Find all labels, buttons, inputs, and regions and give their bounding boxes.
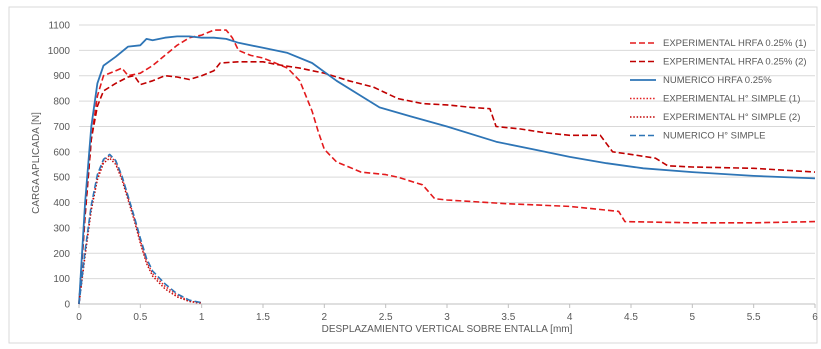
legend-label: EXPERIMENTAL H° SIMPLE (1): [663, 94, 800, 105]
y-tick-label: 200: [53, 249, 70, 260]
legend-label: NUMERICO HRFA 0.25%: [663, 75, 772, 86]
y-tick-label: 500: [53, 173, 70, 184]
x-tick-label: 1.5: [256, 312, 270, 323]
y-tick-label: 400: [53, 198, 70, 209]
x-tick-label: 0: [76, 312, 82, 323]
y-tick-label: 800: [53, 97, 70, 108]
legend-label: EXPERIMENTAL HRFA 0.25% (2): [663, 57, 807, 68]
x-tick-label: 6: [812, 312, 818, 323]
legend-label: EXPERIMENTAL HRFA 0.25% (1): [663, 38, 807, 49]
series-line-5: [78, 157, 202, 305]
x-tick-label: 4.5: [624, 312, 638, 323]
y-tick-label: 700: [53, 122, 70, 133]
x-tick-label: 5.5: [747, 312, 761, 323]
y-tick-label: 1000: [48, 46, 71, 57]
y-tick-label: 1100: [48, 21, 70, 32]
y-tick-label: 100: [53, 274, 70, 285]
x-axis-title: DESPLAZAMIENTO VERTICAL SOBRE ENTALLA [m…: [322, 324, 573, 335]
series-line-1: [78, 29, 816, 305]
x-tick-label: 3: [444, 312, 450, 323]
x-tick-label: 2.5: [379, 312, 393, 323]
x-tick-label: 0.5: [133, 312, 147, 323]
x-tick-label: 4: [567, 312, 573, 323]
chart-frame: [8, 6, 818, 344]
x-tick-label: 3.5: [501, 312, 515, 323]
series-line-6: [78, 153, 202, 305]
legend-label: EXPERIMENTAL H° SIMPLE (2): [663, 112, 800, 123]
series-line-3: [78, 35, 816, 305]
x-tick-label: 2: [322, 312, 328, 323]
series-line-2: [78, 60, 816, 305]
y-tick-label: 0: [64, 300, 70, 311]
tick-labels: 0 100 200 300 400 500 600 700 800 900 1000 1100 0 0.5…: [48, 21, 818, 324]
series-group: [78, 29, 816, 305]
y-tick-label: 900: [53, 71, 70, 82]
axes: [78, 303, 816, 308]
y-axis-title: CARGA APLICADA [N]: [31, 112, 42, 214]
y-tick-label: 600: [53, 147, 70, 158]
x-tick-label: 5: [690, 312, 696, 323]
x-tick-label: 1: [199, 312, 205, 323]
legend-label: NUMERICO H° SIMPLE: [663, 131, 766, 142]
legend: EXPERIMENTAL HRFA 0.25% (1) EXPERIMENTAL …: [630, 38, 807, 142]
y-tick-label: 300: [53, 223, 70, 234]
